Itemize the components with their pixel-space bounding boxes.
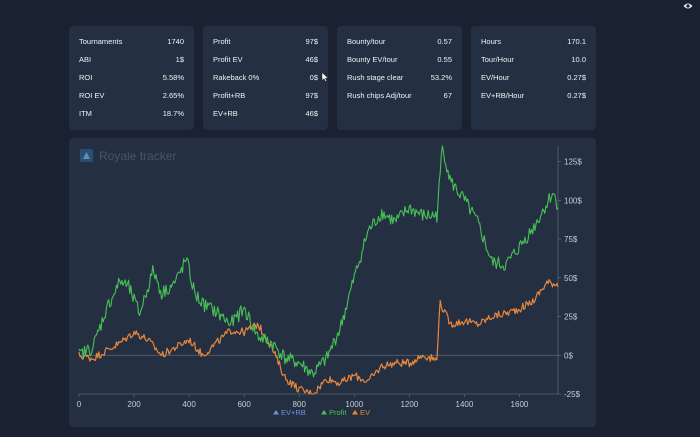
y-tick-label: 125$ [564,158,582,167]
stat-row: ROI 5.58% [79,72,184,84]
stat-row: Rush chips Adj/tour 67 [347,90,452,102]
stat-value: 53.2% [430,73,452,82]
stat-label: Profit [213,37,231,46]
stats-card-3: Bounty/tour 0.57 Bounty EV/tour 0.55 Rush … [337,26,462,130]
stat-label: ROI [79,73,93,82]
stat-label: ABI [79,55,92,64]
stat-row: Bounty EV/tour 0.55 [347,54,452,66]
stat-label: Hours [481,37,502,46]
stat-row: Rakeback 0% 0$ [213,72,318,84]
x-tick-label: 1600 [511,400,529,409]
stat-row: Bounty/tour 0.57 [347,36,452,48]
legend-marker-icon [352,410,358,415]
y-tick-label: 100$ [564,196,582,205]
eye-icon[interactable] [683,2,693,10]
x-tick-label: 1200 [400,400,418,409]
stats-card-1: Tournaments 1740 ABI 1$ ROI 5.58% ROI EV 2.6… [69,26,194,130]
stat-row: EV/Hour 0.27$ [481,72,586,84]
stat-row: Tournaments 1740 [79,36,184,48]
stat-value: 2.65% [162,91,184,100]
stat-value: 67 [443,91,452,100]
series-line-ev [78,279,559,395]
stat-row: EV+RB/Hour 0.27$ [481,90,586,102]
stat-label: Rush stage clear [347,73,404,82]
y-tick-label: 25$ [564,313,578,322]
stat-value: 97$ [305,91,318,100]
stat-row: ITM 18.7% [79,108,184,120]
legend-item[interactable]: Profit [329,408,347,417]
x-tick-label: 0 [77,400,82,409]
stat-value: 1$ [175,55,184,64]
stats-card-4: Hours 170.1 Tour/Hour 10.0 EV/Hour 0.27$ EV… [471,26,596,130]
stat-label: Rakeback 0% [213,73,260,82]
stat-value: 0.55 [437,55,452,64]
y-tick-label: 50$ [564,274,578,283]
stats-card-2: Profit 97$ Profit EV 46$ Rakeback 0% 0$ Pro… [203,26,328,130]
stat-row: EV+RB 46$ [213,108,318,120]
stat-value: 46$ [305,109,318,118]
series-line-profit [78,145,559,378]
stat-row: Profit+RB 97$ [213,90,318,102]
stat-label: Tour/Hour [481,55,514,64]
stat-value: 10.0 [571,55,586,64]
legend-marker-icon [273,410,279,415]
x-tick-label: 600 [237,400,251,409]
stat-label: EV+RB [213,109,238,118]
stat-row: Profit EV 46$ [213,54,318,66]
y-tick-label: 0$ [564,351,573,360]
stat-value: 170.1 [567,37,586,46]
stat-row: ROI EV 2.65% [79,90,184,102]
stat-label: Rush chips Adj/tour [347,91,412,100]
stat-label: Bounty EV/tour [347,55,398,64]
chart-title: Royale tracker [99,149,176,163]
stat-value: 0.27$ [567,91,586,100]
stat-row: Tour/Hour 10.0 [481,54,586,66]
stat-label: Profit EV [213,55,243,64]
series-line-ev-rb [78,279,559,395]
x-tick-label: 200 [127,400,141,409]
stat-value: 46$ [305,55,318,64]
stat-row: Profit 97$ [213,36,318,48]
chart-logo-icon [80,149,93,162]
stat-value: 18.7% [162,109,184,118]
x-tick-label: 400 [182,400,196,409]
y-tick-label: -25$ [564,390,581,399]
legend-item[interactable]: EV+RB [281,408,306,417]
stat-label: EV/Hour [481,73,510,82]
stat-value: 0.27$ [567,73,586,82]
x-tick-label: 1400 [456,400,474,409]
y-tick-label: 75$ [564,235,578,244]
x-tick-label: 1000 [345,400,363,409]
stat-value: 0$ [309,73,318,82]
stat-label: Tournaments [79,37,123,46]
stat-value: 1740 [167,37,184,46]
stat-value: 5.58% [162,73,184,82]
royale-chart: Royale tracker -25$ 0$ 25$ 50$ 75$ 100$ 125$ 0 2… [77,145,582,417]
stat-value: 97$ [305,37,318,46]
legend-item[interactable]: EV [360,408,370,417]
stat-label: Profit+RB [213,91,246,100]
stat-label: EV+RB/Hour [481,91,525,100]
x-tick-label: 800 [293,400,307,409]
legend-marker-icon [321,410,327,415]
chart-panel: Royale tracker -25$ 0$ 25$ 50$ 75$ 100$ 125$ 0 2… [69,138,596,427]
stat-label: ITM [79,109,92,118]
stat-label: Bounty/tour [347,37,386,46]
stat-label: ROI EV [79,91,105,100]
stat-row: Rush stage clear 53.2% [347,72,452,84]
stat-row: ABI 1$ [79,54,184,66]
stat-row: Hours 170.1 [481,36,586,48]
stat-value: 0.57 [437,37,452,46]
mouse-cursor-icon [321,72,329,82]
